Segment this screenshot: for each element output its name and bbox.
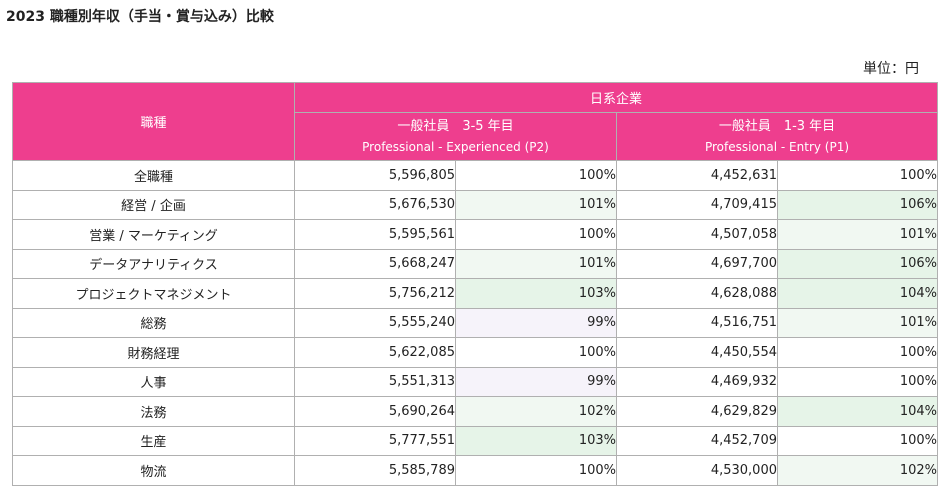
col-a-percent-cell: 99% <box>455 366 617 397</box>
col-b-amount-cell: 4,629,829 <box>616 396 778 427</box>
table-row: 生産 5,777,551 103% 4,452,709 100% <box>12 425 939 456</box>
col-b-amount-cell: 4,452,631 <box>616 160 778 191</box>
salary-comparison-table: 職種 日系企業 一般社員 3-5 年目 Professional - Exper… <box>12 82 939 486</box>
col-a-amount-cell: 5,676,530 <box>294 189 456 220</box>
unit-label: 単位：円 <box>863 61 919 77</box>
table-row: 全職種 5,596,805 100% 4,452,631 100% <box>12 160 939 191</box>
col-a-amount-cell: 5,595,561 <box>294 219 456 250</box>
job-cell: 総務 <box>12 307 295 338</box>
col-b-percent-cell: 100% <box>776 425 939 456</box>
col-a-percent-cell: 100% <box>455 160 617 191</box>
col-b-percent-cell: 100% <box>776 366 939 397</box>
col-b-amount-cell: 4,530,000 <box>616 455 778 486</box>
header-col-a-ja: 一般社員 3-5 年目 <box>397 118 514 134</box>
header-job-type: 職種 <box>12 82 295 161</box>
col-a-amount-cell: 5,777,551 <box>294 425 456 456</box>
col-a-percent-cell: 99% <box>455 307 617 338</box>
col-a-percent-cell: 101% <box>455 189 617 220</box>
col-b-percent-cell: 100% <box>776 337 939 368</box>
job-cell: データアナリティクス <box>12 248 295 279</box>
header-col-a: 一般社員 3-5 年目 Professional - Experienced (… <box>294 112 617 161</box>
col-b-amount-cell: 4,469,932 <box>616 366 778 397</box>
col-b-amount-cell: 4,628,088 <box>616 278 778 309</box>
job-cell: 法務 <box>12 396 295 427</box>
table-row: 物流 5,585,789 100% 4,530,000 102% <box>12 455 939 486</box>
col-a-percent-cell: 101% <box>455 248 617 279</box>
header-col-a-en: Professional - Experienced (P2) <box>362 139 549 154</box>
header-col-b-ja: 一般社員 1-3 年目 <box>718 118 836 134</box>
job-cell: 営業 / マーケティング <box>12 219 295 250</box>
col-b-percent-cell: 100% <box>776 160 939 191</box>
col-a-amount-cell: 5,756,212 <box>294 278 456 309</box>
col-a-amount-cell: 5,585,789 <box>294 455 456 486</box>
col-a-amount-cell: 5,551,313 <box>294 366 456 397</box>
table-row: 経営 / 企画 5,676,530 101% 4,709,415 106% <box>12 189 939 220</box>
table-row: 総務 5,555,240 99% 4,516,751 101% <box>12 307 939 338</box>
table-row: データアナリティクス 5,668,247 101% 4,697,700 106% <box>12 248 939 279</box>
col-a-percent-cell: 100% <box>455 337 617 368</box>
col-b-percent-cell: 106% <box>776 248 939 279</box>
table-row: プロジェクトマネジメント 5,756,212 103% 4,628,088 104% <box>12 278 939 309</box>
job-cell: 人事 <box>12 366 295 397</box>
col-a-amount-cell: 5,622,085 <box>294 337 456 368</box>
col-a-amount-cell: 5,668,247 <box>294 248 456 279</box>
table-row: 営業 / マーケティング 5,595,561 100% 4,507,058 101% <box>12 219 939 250</box>
job-cell: 生産 <box>12 425 295 456</box>
job-cell: 物流 <box>12 455 295 486</box>
col-b-amount-cell: 4,450,554 <box>616 337 778 368</box>
header-col-b-en: Professional - Entry (P1) <box>704 139 850 154</box>
table-row: 財務経理 5,622,085 100% 4,450,554 100% <box>12 337 939 368</box>
job-cell: 財務経理 <box>12 337 295 368</box>
col-b-percent-cell: 104% <box>776 396 939 427</box>
col-b-percent-cell: 102% <box>776 455 939 486</box>
col-a-amount-cell: 5,555,240 <box>294 307 456 338</box>
header-col-b: 一般社員 1-3 年目 Professional - Entry (P1) <box>615 112 939 161</box>
col-a-amount-cell: 5,596,805 <box>294 160 456 191</box>
job-cell: 全職種 <box>12 160 295 191</box>
col-b-percent-cell: 101% <box>776 307 939 338</box>
col-b-amount-cell: 4,452,709 <box>616 425 778 456</box>
col-b-amount-cell: 4,507,058 <box>616 219 778 250</box>
col-a-percent-cell: 100% <box>455 219 617 250</box>
page-title: 2023 職種別年収（手当・賞与込み）比較 <box>6 9 274 25</box>
col-a-percent-cell: 100% <box>455 455 617 486</box>
table-body: 全職種 5,596,805 100% 4,452,631 100% 経営 / 企画 5,67… <box>12 160 939 486</box>
table-row: 法務 5,690,264 102% 4,629,829 104% <box>12 396 939 427</box>
col-b-amount-cell: 4,697,700 <box>616 248 778 279</box>
col-b-percent-cell: 106% <box>776 189 939 220</box>
col-b-percent-cell: 101% <box>776 219 939 250</box>
table-row: 人事 5,551,313 99% 4,469,932 100% <box>12 366 939 397</box>
col-a-percent-cell: 102% <box>455 396 617 427</box>
col-b-percent-cell: 104% <box>776 278 939 309</box>
col-b-amount-cell: 4,709,415 <box>616 189 778 220</box>
col-a-percent-cell: 103% <box>455 425 617 456</box>
col-b-amount-cell: 4,516,751 <box>616 307 778 338</box>
job-cell: 経営 / 企画 <box>12 189 295 220</box>
job-cell: プロジェクトマネジメント <box>12 278 295 309</box>
header-group: 日系企業 <box>293 82 939 113</box>
col-a-amount-cell: 5,690,264 <box>294 396 456 427</box>
col-a-percent-cell: 103% <box>455 278 617 309</box>
